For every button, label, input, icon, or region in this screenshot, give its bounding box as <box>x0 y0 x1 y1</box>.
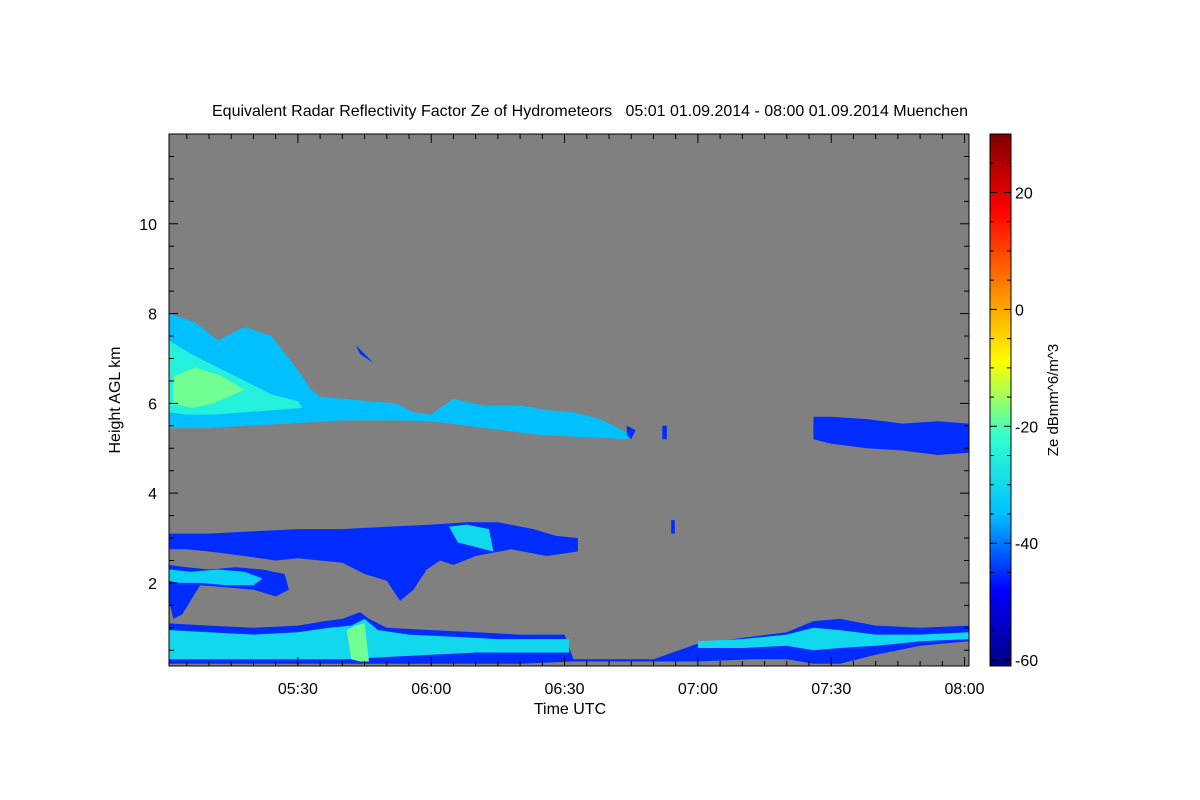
colorbar-tick-label: -60 <box>1015 653 1038 670</box>
x-tick-label: 06:30 <box>545 681 585 698</box>
echo-layer <box>169 313 969 664</box>
x-tick-label: 05:30 <box>278 681 318 698</box>
echo-region-6 <box>671 520 675 534</box>
echo-region-4 <box>626 425 636 440</box>
colorbar-tick-label: 20 <box>1015 185 1033 202</box>
echo-region-15 <box>697 627 969 651</box>
x-tick-label: 07:30 <box>811 681 851 698</box>
echo-region-3 <box>355 345 374 363</box>
y-tick-label: 8 <box>148 307 157 324</box>
y-tick-label: 6 <box>148 396 157 413</box>
echo-region-7 <box>813 416 969 455</box>
y-axis: 2 4 6 8 10 <box>139 133 969 651</box>
echo-region-13 <box>169 618 569 660</box>
colorbar-axis: -60 -40 -20 0 20 <box>990 133 1038 670</box>
echo-region-11 <box>169 569 263 586</box>
x-tick-label: 07:00 <box>678 681 718 698</box>
echo-region-5 <box>662 425 667 440</box>
colorbar-label: Ze dBmm^6/m^3 <box>1045 344 1062 456</box>
y-tick-label: 10 <box>139 217 157 234</box>
colorbar-tick-label: -40 <box>1015 536 1038 553</box>
plot-frame <box>168 133 970 667</box>
y-tick-label: 2 <box>148 576 157 593</box>
echo-region-2 <box>173 367 245 408</box>
colorbar-frame <box>989 133 1012 667</box>
x-tick-label: 08:00 <box>945 681 985 698</box>
y-axis-label: Height AGL km <box>107 346 124 453</box>
x-axis-label: Time UTC <box>534 701 606 718</box>
x-axis: 05:30 06:00 06:30 07:00 07:30 08:00 <box>186 134 985 698</box>
colorbar-tick-label: 0 <box>1015 302 1024 319</box>
echo-region-14 <box>346 623 369 662</box>
colorbar-tick-label: -20 <box>1015 419 1038 436</box>
x-tick-label: 06:00 <box>411 681 451 698</box>
echo-region-9 <box>449 524 494 552</box>
chart-title: Equivalent Radar Reflectivity Factor Ze … <box>212 103 968 120</box>
colorbar <box>990 134 1011 666</box>
y-tick-label: 4 <box>148 486 157 503</box>
